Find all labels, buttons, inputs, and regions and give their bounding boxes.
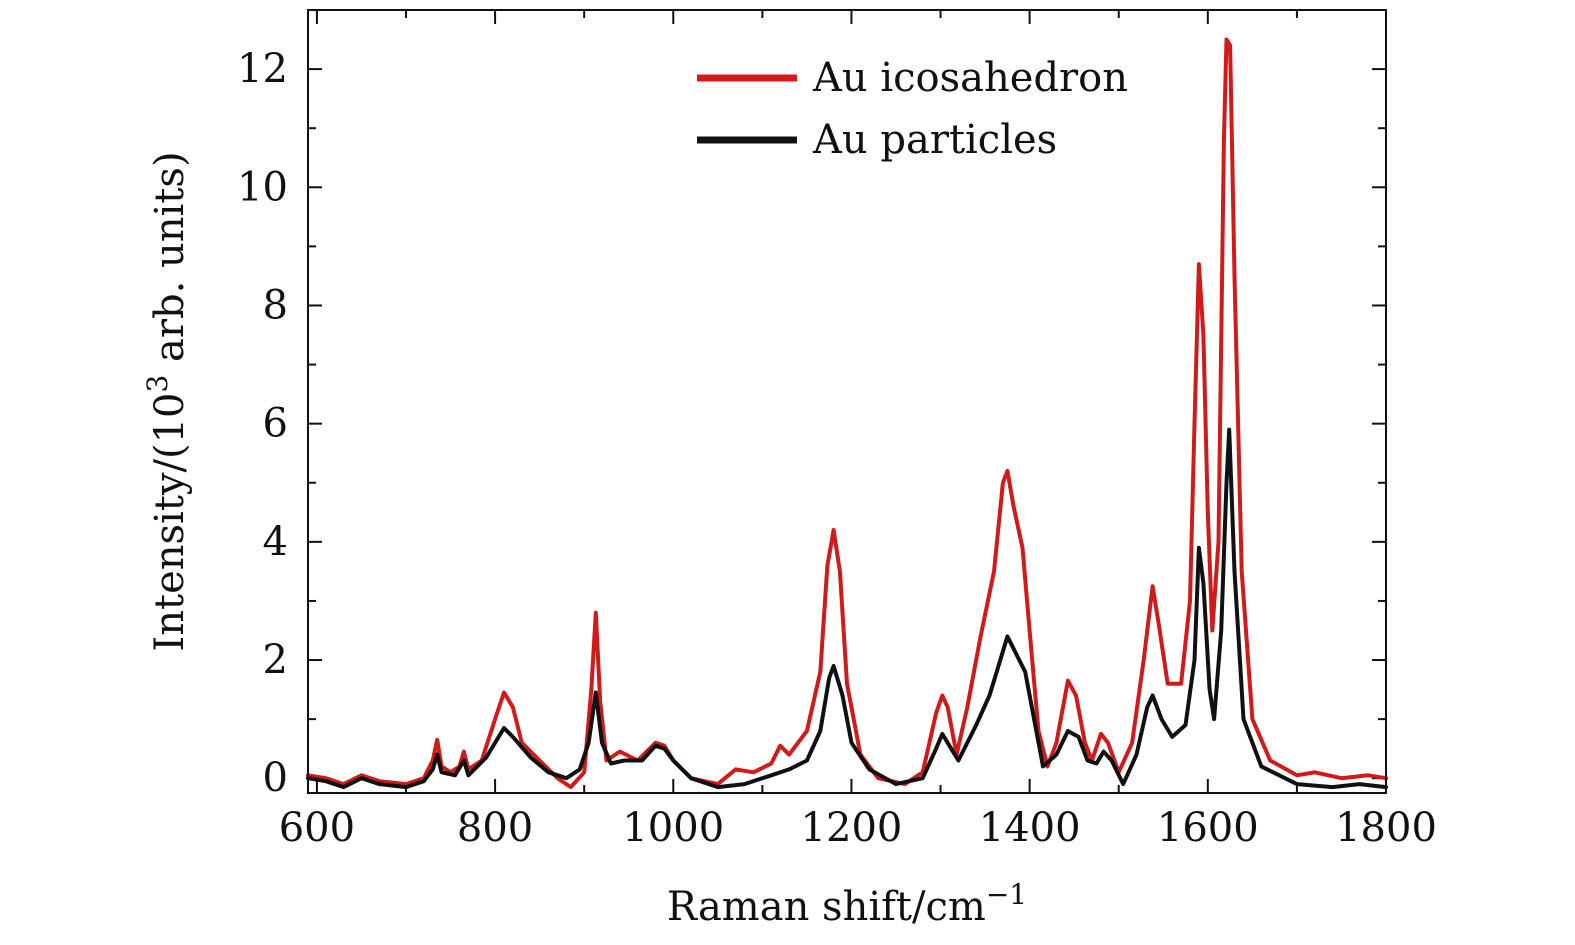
y-tick-label: 2 (263, 637, 288, 683)
y-tick-label: 6 (263, 401, 288, 447)
x-tick-label: 1200 (801, 805, 903, 851)
x-tick-label: 1600 (1157, 805, 1259, 851)
x-tick-label: 1400 (979, 805, 1081, 851)
legend-label-au-icosahedron: Au icosahedron (812, 55, 1128, 101)
x-axis-title: Raman shift/cm−1 (667, 878, 1027, 930)
y-tick-label: 8 (263, 282, 288, 328)
y-axis-title-sup: 3 (141, 375, 174, 393)
legend: Au icosahedron Au particles (697, 55, 1128, 163)
x-tick-label: 1000 (622, 805, 724, 851)
x-tick-label: 1800 (1335, 805, 1437, 851)
x-axis-title-sup: −1 (986, 878, 1027, 911)
x-tick-label: 800 (457, 805, 533, 851)
plot-frame (307, 9, 1387, 794)
x-tick-label: 600 (279, 805, 355, 851)
series-layer (306, 37, 1388, 790)
legend-label-au-particles: Au particles (812, 117, 1057, 163)
y-tick-label: 4 (263, 519, 288, 565)
x-axis-title-text: Raman shift/cm (667, 884, 986, 930)
y-axis-title-tail: arb. units) (147, 151, 193, 374)
y-tick-label: 10 (237, 164, 288, 210)
y-axis-title: Intensity/(103 arb. units) (141, 151, 193, 651)
tick-labels: 600 800 1000 1200 1400 1600 1800 0 2 4 6 8 10 12 (237, 46, 1437, 851)
y-axis-title-text: Intensity/(10 (147, 393, 193, 652)
y-tick-label: 12 (237, 46, 288, 92)
series-line-au-particles (306, 427, 1388, 790)
y-tick-label: 0 (263, 755, 288, 801)
